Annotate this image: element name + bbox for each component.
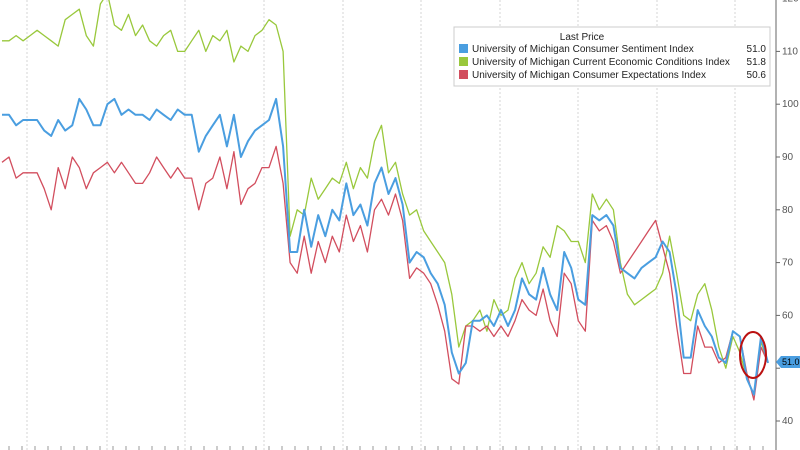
y-tick-label: 80 [782, 205, 794, 216]
series-line-1 [2, 0, 769, 396]
x-axis-ticks [8, 446, 764, 450]
last-value-tag: 51.0 [776, 356, 800, 368]
legend: Last Price University of Michigan Consum… [453, 26, 771, 87]
y-tick-label: 60 [782, 310, 794, 321]
legend-value-expectations: 50.6 [747, 70, 767, 81]
legend-swatch-current [459, 57, 468, 66]
legend-box [453, 26, 771, 87]
series-lines [1, 0, 769, 401]
highlight-ellipse [739, 331, 767, 379]
legend-label-expectations: University of Michigan Consumer Expectat… [472, 70, 706, 81]
legend-title: Last Price [560, 32, 605, 43]
legend-value-sentiment: 51.0 [747, 44, 767, 55]
legend-swatch-sentiment [459, 44, 468, 53]
last-value-label: 51.0 [782, 357, 800, 367]
legend-label-current: University of Michigan Current Economic … [472, 57, 730, 68]
series-line-2 [1, 145, 769, 401]
last-value-tag-shape [776, 356, 800, 368]
y-tick-label: 40 [782, 416, 794, 427]
y-tick-label: 100 [782, 99, 799, 110]
legend-label-sentiment: University of Michigan Consumer Sentimen… [472, 44, 694, 55]
legend-swatch-expectations [459, 70, 468, 79]
y-tick-label: 70 [782, 258, 794, 269]
y-axis: 40 60 70 80 90 100 110 120 [775, 0, 799, 450]
y-tick-label: 90 [782, 152, 794, 163]
y-tick-label: 110 [782, 46, 798, 57]
series-line-0 [2, 97, 769, 396]
legend-value-current: 51.8 [747, 57, 767, 68]
y-tick-label: 120 [782, 0, 799, 5]
